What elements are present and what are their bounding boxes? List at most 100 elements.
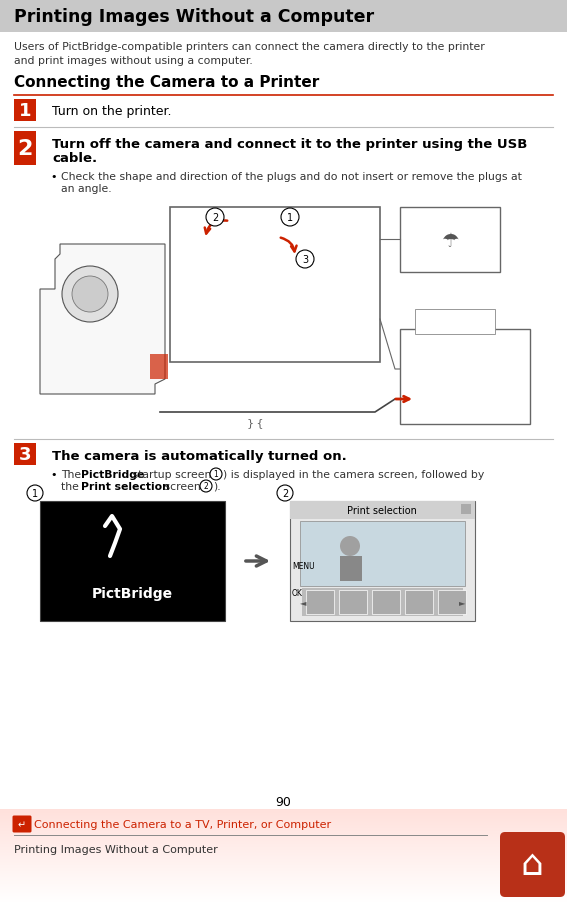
FancyBboxPatch shape xyxy=(0,895,567,896)
Circle shape xyxy=(200,480,212,492)
FancyBboxPatch shape xyxy=(0,863,567,864)
FancyBboxPatch shape xyxy=(0,886,567,887)
Circle shape xyxy=(277,486,293,501)
Text: Print selection: Print selection xyxy=(81,481,170,491)
FancyBboxPatch shape xyxy=(0,856,567,857)
FancyBboxPatch shape xyxy=(306,591,334,614)
FancyBboxPatch shape xyxy=(0,817,567,818)
FancyBboxPatch shape xyxy=(0,847,567,848)
FancyBboxPatch shape xyxy=(290,501,475,621)
Text: Printing Images Without a Computer: Printing Images Without a Computer xyxy=(14,844,218,854)
FancyBboxPatch shape xyxy=(0,843,567,844)
FancyBboxPatch shape xyxy=(0,884,567,885)
FancyBboxPatch shape xyxy=(0,858,567,859)
FancyBboxPatch shape xyxy=(400,330,530,424)
FancyBboxPatch shape xyxy=(302,589,463,617)
Text: screen (: screen ( xyxy=(161,481,209,491)
FancyBboxPatch shape xyxy=(14,443,36,465)
FancyBboxPatch shape xyxy=(0,892,567,893)
Circle shape xyxy=(72,276,108,312)
FancyBboxPatch shape xyxy=(0,849,567,850)
Text: •: • xyxy=(50,172,57,182)
FancyBboxPatch shape xyxy=(0,866,567,867)
FancyBboxPatch shape xyxy=(0,813,567,815)
FancyBboxPatch shape xyxy=(0,894,567,895)
FancyBboxPatch shape xyxy=(415,310,495,335)
FancyBboxPatch shape xyxy=(150,355,168,379)
Text: ☂: ☂ xyxy=(441,231,459,250)
Text: Turn off the camera and connect it to the printer using the USB: Turn off the camera and connect it to th… xyxy=(52,138,527,151)
Text: 1: 1 xyxy=(32,489,38,498)
FancyBboxPatch shape xyxy=(339,591,367,614)
FancyBboxPatch shape xyxy=(0,883,567,884)
FancyBboxPatch shape xyxy=(0,861,567,862)
FancyBboxPatch shape xyxy=(0,820,567,821)
FancyBboxPatch shape xyxy=(0,852,567,853)
Text: Connecting the Camera to a TV, Printer, or Computer: Connecting the Camera to a TV, Printer, … xyxy=(34,819,331,829)
FancyBboxPatch shape xyxy=(0,880,567,881)
Text: OK: OK xyxy=(292,589,303,598)
FancyBboxPatch shape xyxy=(0,882,567,883)
Text: The camera is automatically turned on.: The camera is automatically turned on. xyxy=(52,450,347,462)
FancyBboxPatch shape xyxy=(290,501,475,519)
FancyBboxPatch shape xyxy=(0,0,567,33)
FancyBboxPatch shape xyxy=(400,208,500,273)
FancyBboxPatch shape xyxy=(0,828,567,829)
FancyBboxPatch shape xyxy=(14,132,36,166)
Circle shape xyxy=(296,251,314,269)
FancyBboxPatch shape xyxy=(0,897,567,898)
FancyBboxPatch shape xyxy=(340,556,362,582)
FancyBboxPatch shape xyxy=(0,902,567,903)
Text: Print selection: Print selection xyxy=(347,506,417,516)
FancyBboxPatch shape xyxy=(300,521,465,586)
FancyBboxPatch shape xyxy=(0,839,567,840)
Circle shape xyxy=(281,209,299,227)
FancyBboxPatch shape xyxy=(0,827,567,828)
Text: ►: ► xyxy=(459,598,466,607)
FancyBboxPatch shape xyxy=(0,845,567,846)
Text: The: The xyxy=(61,470,84,479)
FancyBboxPatch shape xyxy=(0,860,567,861)
FancyBboxPatch shape xyxy=(0,859,567,860)
Text: Check the shape and direction of the plugs and do not insert or remove the plugs: Check the shape and direction of the plu… xyxy=(61,172,522,182)
FancyBboxPatch shape xyxy=(0,877,567,878)
FancyBboxPatch shape xyxy=(500,832,565,897)
FancyBboxPatch shape xyxy=(0,889,567,890)
Polygon shape xyxy=(40,245,165,395)
FancyBboxPatch shape xyxy=(438,591,466,614)
FancyBboxPatch shape xyxy=(0,871,567,872)
FancyBboxPatch shape xyxy=(0,822,567,824)
FancyBboxPatch shape xyxy=(0,829,567,830)
FancyBboxPatch shape xyxy=(0,832,567,833)
Text: 1: 1 xyxy=(214,470,218,479)
FancyBboxPatch shape xyxy=(14,100,36,122)
Text: •: • xyxy=(50,470,57,479)
Text: the: the xyxy=(61,481,82,491)
FancyBboxPatch shape xyxy=(0,846,567,847)
FancyBboxPatch shape xyxy=(0,872,567,873)
FancyBboxPatch shape xyxy=(0,840,567,841)
Text: } {: } { xyxy=(247,417,263,427)
Text: 3: 3 xyxy=(302,255,308,265)
Text: cable.: cable. xyxy=(52,152,97,165)
Text: 2: 2 xyxy=(18,139,33,159)
FancyBboxPatch shape xyxy=(0,865,567,866)
Text: Users of PictBridge-compatible printers can connect the camera directly to the p: Users of PictBridge-compatible printers … xyxy=(14,42,485,52)
FancyBboxPatch shape xyxy=(0,870,567,871)
FancyBboxPatch shape xyxy=(0,891,567,892)
Text: 1: 1 xyxy=(19,102,31,120)
FancyBboxPatch shape xyxy=(0,864,567,865)
Text: startup screen (: startup screen ( xyxy=(129,470,219,479)
Text: PictBridge: PictBridge xyxy=(81,470,145,479)
FancyBboxPatch shape xyxy=(0,821,567,822)
FancyBboxPatch shape xyxy=(0,876,567,877)
FancyBboxPatch shape xyxy=(0,896,567,897)
FancyBboxPatch shape xyxy=(372,591,400,614)
FancyBboxPatch shape xyxy=(0,833,567,834)
Text: ).: ). xyxy=(213,481,221,491)
Text: and print images without using a computer.: and print images without using a compute… xyxy=(14,56,253,66)
Circle shape xyxy=(210,469,222,480)
Circle shape xyxy=(62,266,118,322)
Text: 1: 1 xyxy=(287,213,293,223)
FancyBboxPatch shape xyxy=(0,890,567,891)
